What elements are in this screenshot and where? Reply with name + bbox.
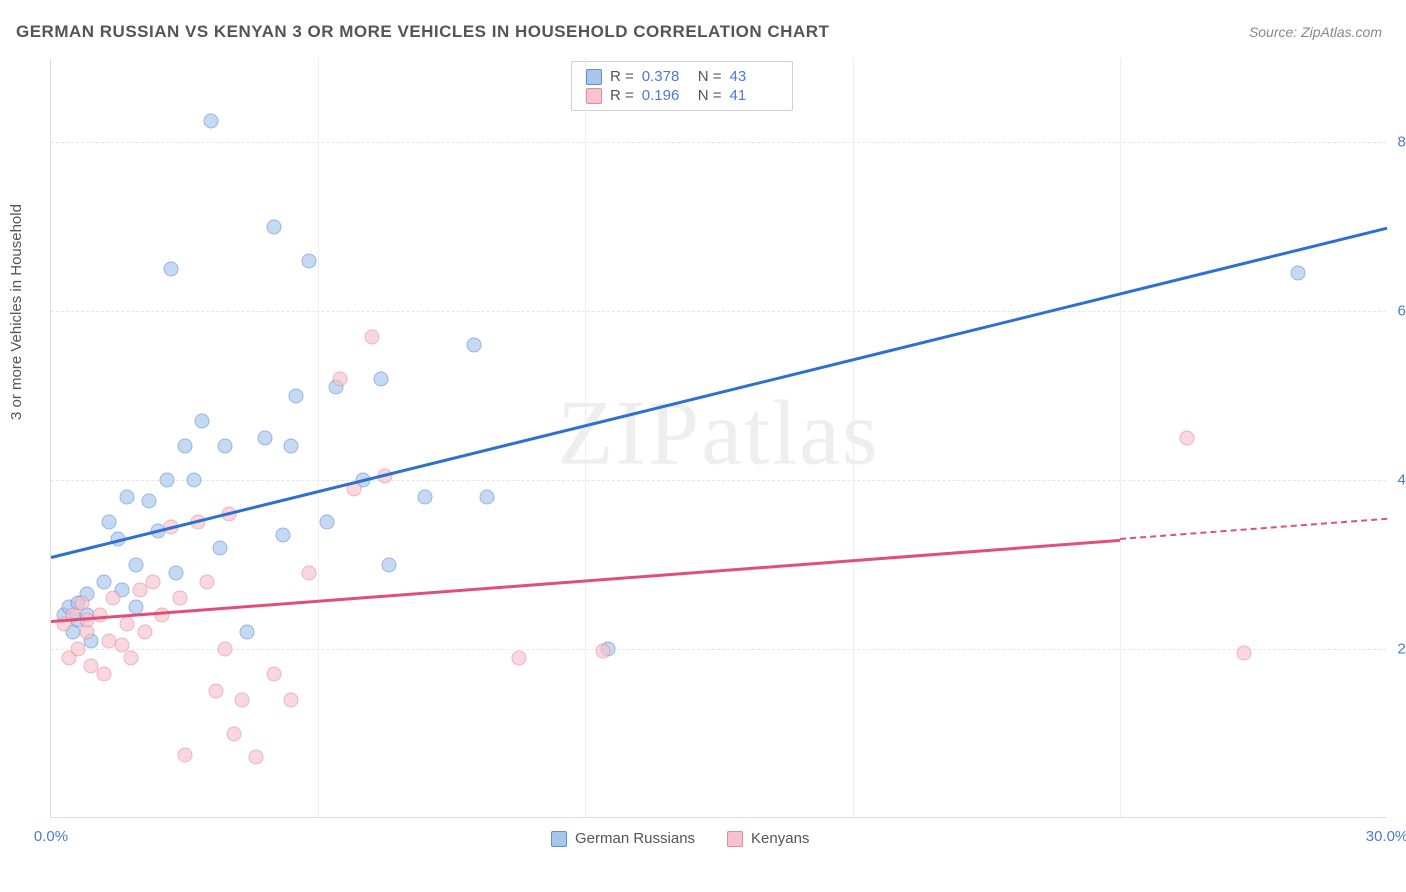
trend-line [1120,518,1387,540]
y-tick-label: 80.0% [1390,134,1406,151]
trend-line [51,227,1388,559]
legend-swatch [586,88,602,104]
scatter-point [382,557,397,572]
grid-line-h [51,311,1386,312]
grid-line-h [51,142,1386,143]
scatter-point [1290,266,1305,281]
scatter-point [248,750,263,765]
legend-r-value: 0.378 [642,68,690,85]
y-axis-label: 3 or more Vehicles in Household [8,204,25,420]
legend-n-value: 43 [730,68,778,85]
scatter-point [480,490,495,505]
legend-r-value: 0.196 [642,87,690,104]
correlation-legend: R = 0.378 N = 43 R = 0.196 N = 41 [571,61,793,111]
scatter-point [288,388,303,403]
scatter-point [141,494,156,509]
scatter-point [177,439,192,454]
series-legend-item: Kenyans [727,830,809,847]
scatter-point [275,528,290,543]
scatter-point [284,692,299,707]
scatter-point [173,591,188,606]
scatter-point [1237,646,1252,661]
legend-swatch [727,831,743,847]
scatter-point [133,583,148,598]
legend-row: R = 0.196 N = 41 [586,87,778,104]
scatter-point [159,473,174,488]
scatter-point [177,747,192,762]
series-legend-item: German Russians [551,830,695,847]
grid-line-h [51,480,1386,481]
scatter-point [467,338,482,353]
plot-area: ZIPatlas R =0.378N =43R =0.196N =41 Germ… [50,58,1386,818]
scatter-point [226,726,241,741]
scatter-point [101,515,116,530]
y-tick-label: 40.0% [1390,472,1406,489]
scatter-point [235,692,250,707]
legend-n-value: 41 [730,87,778,104]
scatter-point [257,431,272,446]
scatter-point [155,608,170,623]
watermark-bold: ZIP [557,381,701,483]
series-legend: German Russians Kenyans [551,830,809,847]
scatter-point [168,566,183,581]
scatter-point [137,625,152,640]
scatter-point [199,574,214,589]
grid-line-v [853,58,854,817]
scatter-point [128,557,143,572]
series-legend-label: Kenyans [751,830,809,847]
scatter-point [302,253,317,268]
scatter-point [208,684,223,699]
scatter-point [70,642,85,657]
scatter-point [418,490,433,505]
scatter-point [217,439,232,454]
y-tick-label: 60.0% [1390,303,1406,320]
scatter-point [333,371,348,386]
scatter-point [119,490,134,505]
scatter-point [364,329,379,344]
scatter-point [596,643,611,658]
scatter-point [266,667,281,682]
x-tick-label: 0.0% [34,828,68,845]
legend-row: R = 0.378 N = 43 [586,68,778,85]
grid-line-v [1120,58,1121,817]
scatter-point [320,515,335,530]
scatter-point [302,566,317,581]
scatter-point [75,595,90,610]
legend-r-label: R = [610,68,634,85]
scatter-point [284,439,299,454]
chart-title: GERMAN RUSSIAN VS KENYAN 3 OR MORE VEHIC… [16,22,829,42]
scatter-point [124,650,139,665]
source-attribution: Source: ZipAtlas.com [1249,24,1382,40]
scatter-point [266,219,281,234]
scatter-point [97,667,112,682]
scatter-point [239,625,254,640]
legend-swatch [586,69,602,85]
legend-r-label: R = [610,87,634,104]
grid-line-v [318,58,319,817]
scatter-point [119,616,134,631]
scatter-point [213,540,228,555]
x-tick-label: 30.0% [1366,828,1406,845]
scatter-point [1179,431,1194,446]
scatter-point [195,414,210,429]
legend-n-label: N = [698,87,722,104]
scatter-point [146,574,161,589]
y-tick-label: 20.0% [1390,641,1406,658]
legend-n-label: N = [698,68,722,85]
series-legend-label: German Russians [575,830,695,847]
watermark: ZIPatlas [557,379,880,485]
legend-swatch [551,831,567,847]
scatter-point [106,591,121,606]
scatter-point [217,642,232,657]
grid-line-h [51,649,1386,650]
grid-line-v [585,58,586,817]
scatter-point [373,371,388,386]
scatter-point [204,114,219,129]
scatter-point [186,473,201,488]
scatter-point [164,262,179,277]
scatter-point [511,650,526,665]
scatter-point [97,574,112,589]
